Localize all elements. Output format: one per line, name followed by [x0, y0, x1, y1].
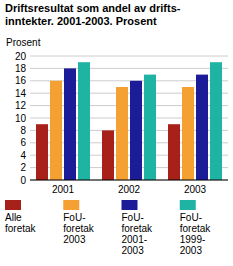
bar: [196, 75, 208, 180]
legend-label-line: foretak: [122, 223, 154, 234]
legend-label-line: foretak: [63, 223, 95, 234]
legend-label-line: FoU-: [180, 212, 202, 223]
legend-label-line: 2001-: [122, 234, 148, 245]
grid-line: [30, 56, 228, 57]
bar: [182, 87, 194, 180]
y-tick-label: 10: [15, 113, 27, 124]
y-tick-label: 18: [15, 63, 27, 74]
legend-label-line: foretak: [180, 223, 212, 234]
x-tick-label: 2002: [118, 184, 141, 195]
y-tick-label: 6: [20, 137, 26, 148]
y-label: Prosent: [6, 37, 41, 48]
legend-swatch: [5, 200, 21, 210]
legend-swatch: [122, 200, 138, 210]
y-tick-label: 16: [15, 75, 27, 86]
bar: [116, 87, 128, 180]
legend-label-line: 2003: [122, 245, 145, 256]
x-tick-label: 2003: [184, 184, 207, 195]
y-tick-label: 8: [20, 125, 26, 136]
title-line: inntekter. 2001-2003. Prosent: [5, 15, 157, 27]
bar: [168, 124, 180, 180]
legend-label: Alleforetak: [5, 212, 37, 234]
bar: [50, 81, 62, 180]
y-tick-label: 0: [20, 175, 26, 186]
y-tick-label: 12: [15, 100, 27, 111]
bar: [64, 68, 76, 180]
x-axis: [30, 180, 228, 181]
bar: [36, 124, 48, 180]
legend-swatch: [180, 200, 196, 210]
y-tick-label: 4: [20, 150, 26, 161]
legend-label: FoU-foretak1999-2003: [180, 212, 212, 256]
bar: [144, 75, 156, 180]
title: Driftsresultat som andel av drifts-innte…: [5, 2, 181, 27]
legend-label-line: foretak: [5, 223, 37, 234]
grid-line: [30, 180, 228, 181]
bar: [210, 62, 222, 180]
legend-label-line: 2003: [180, 245, 203, 256]
legend-label-line: Alle: [5, 212, 22, 223]
y-tick-label: 20: [15, 51, 27, 62]
bars: [36, 62, 222, 180]
legend-label-line: 2003: [63, 234, 86, 245]
legend-label-line: 1999-: [180, 234, 206, 245]
bar: [130, 81, 142, 180]
y-tick-label: 14: [15, 88, 27, 99]
legend-label: FoU-foretak2001-2003: [122, 212, 154, 256]
x-tick-label: 2001: [52, 184, 75, 195]
legend-label-line: FoU-: [122, 212, 144, 223]
legend-label: FoU-foretak2003: [63, 212, 95, 245]
bar: [78, 62, 90, 180]
legend-label-line: FoU-: [63, 212, 85, 223]
bar: [102, 130, 114, 180]
legend-swatch: [63, 200, 79, 210]
y-tick-label: 2: [20, 162, 26, 173]
grid-line: [30, 68, 228, 69]
title-line: Driftsresultat som andel av drifts-: [5, 2, 181, 14]
